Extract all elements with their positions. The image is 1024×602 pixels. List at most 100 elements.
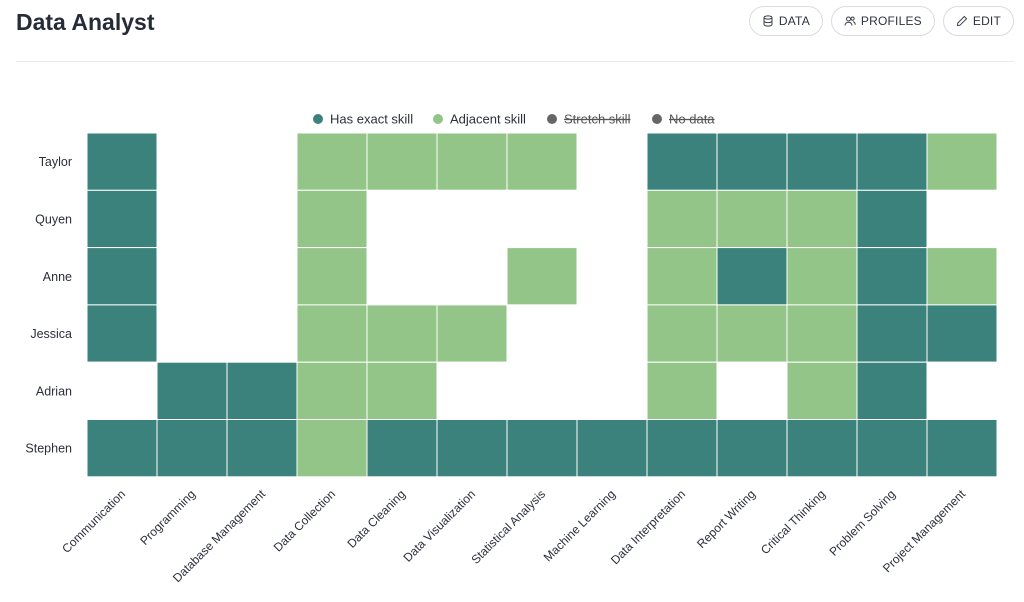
- heatmap-cell-stephen-8[interactable]: [646, 419, 718, 478]
- heatmap-cell-anne-3[interactable]: [296, 247, 368, 306]
- legend-marker-nodata: [652, 114, 662, 124]
- heatmap-cell-stephen-5[interactable]: [436, 419, 508, 478]
- heatmap-cell-adrian-10[interactable]: [786, 361, 858, 421]
- heatmap-cell-jessica-7[interactable]: [576, 304, 648, 363]
- heatmap-cell-stephen-4[interactable]: [366, 419, 438, 478]
- heatmap-cell-anne-10[interactable]: [786, 247, 858, 306]
- heatmap-cell-jessica-2[interactable]: [226, 304, 298, 363]
- heatmap-cell-stephen-10[interactable]: [786, 419, 858, 478]
- heatmap-cell-taylor-2[interactable]: [226, 132, 298, 191]
- heatmap-cell-adrian-5[interactable]: [436, 361, 508, 421]
- legend-marker-adjacent: [433, 114, 443, 124]
- heatmap-cell-jessica-1[interactable]: [156, 304, 228, 363]
- column-label: Critical Thinking: [758, 487, 828, 557]
- heatmap-cell-stephen-12[interactable]: [926, 419, 998, 478]
- heatmap-cell-stephen-11[interactable]: [856, 419, 928, 478]
- heatmap-cell-taylor-8[interactable]: [646, 132, 718, 191]
- heatmap-cell-quyen-4[interactable]: [366, 189, 438, 249]
- heatmap-cell-taylor-7[interactable]: [576, 132, 648, 191]
- heatmap-cell-quyen-0[interactable]: [86, 189, 158, 249]
- heatmap-cell-anne-5[interactable]: [436, 247, 508, 306]
- heatmap-cell-adrian-2[interactable]: [226, 361, 298, 421]
- legend-label-adjacent: Adjacent skill: [450, 112, 526, 127]
- pencil-icon: [956, 15, 968, 27]
- heatmap-cell-quyen-7[interactable]: [576, 189, 648, 249]
- heatmap-cell-jessica-0[interactable]: [86, 304, 158, 363]
- heatmap-cell-anne-9[interactable]: [716, 247, 788, 306]
- heatmap-cell-anne-8[interactable]: [646, 247, 718, 306]
- heatmap-cell-taylor-9[interactable]: [716, 132, 788, 191]
- heatmap-cell-jessica-12[interactable]: [926, 304, 998, 363]
- heatmap-cell-taylor-4[interactable]: [366, 132, 438, 191]
- heatmap-cell-adrian-1[interactable]: [156, 361, 228, 421]
- heatmap-cell-taylor-10[interactable]: [786, 132, 858, 191]
- heatmap-cell-quyen-8[interactable]: [646, 189, 718, 249]
- heatmap-cell-adrian-12[interactable]: [926, 361, 998, 421]
- heatmap-cell-stephen-2[interactable]: [226, 419, 298, 478]
- users-icon: [844, 16, 856, 26]
- column-label: Data Collection: [271, 487, 338, 554]
- heatmap-cell-adrian-8[interactable]: [646, 361, 718, 421]
- heatmap-cell-stephen-0[interactable]: [86, 419, 158, 478]
- heatmap-cell-anne-6[interactable]: [506, 247, 578, 306]
- heatmap-cell-quyen-2[interactable]: [226, 189, 298, 249]
- heatmap-cell-taylor-6[interactable]: [506, 132, 578, 191]
- legend-item-nodata[interactable]: No data: [652, 112, 715, 127]
- column-label: Problem Solving: [826, 487, 898, 559]
- heatmap-cell-anne-7[interactable]: [576, 247, 648, 306]
- heatmap-cell-stephen-6[interactable]: [506, 419, 578, 478]
- heatmap-cell-anne-2[interactable]: [226, 247, 298, 306]
- heatmap-cell-stephen-3[interactable]: [296, 419, 368, 478]
- heatmap-cells: [86, 132, 998, 478]
- heatmap-cell-quyen-11[interactable]: [856, 189, 928, 249]
- heatmap-cell-taylor-11[interactable]: [856, 132, 928, 191]
- heatmap-cell-adrian-11[interactable]: [856, 361, 928, 421]
- heatmap-cell-quyen-1[interactable]: [156, 189, 228, 249]
- heatmap-cell-jessica-10[interactable]: [786, 304, 858, 363]
- heatmap-cell-anne-1[interactable]: [156, 247, 228, 306]
- heatmap-cell-adrian-9[interactable]: [716, 361, 788, 421]
- heatmap-cell-jessica-3[interactable]: [296, 304, 368, 363]
- heatmap-cell-anne-12[interactable]: [926, 247, 998, 306]
- heatmap-cell-quyen-10[interactable]: [786, 189, 858, 249]
- heatmap-cell-quyen-9[interactable]: [716, 189, 788, 249]
- heatmap-cell-quyen-3[interactable]: [296, 189, 368, 249]
- heatmap-cell-anne-11[interactable]: [856, 247, 928, 306]
- heatmap-cell-stephen-9[interactable]: [716, 419, 788, 478]
- row-label: Jessica: [30, 327, 72, 341]
- heatmap-cell-taylor-1[interactable]: [156, 132, 228, 191]
- heatmap-cell-jessica-4[interactable]: [366, 304, 438, 363]
- legend-item-adjacent[interactable]: Adjacent skill: [433, 112, 526, 127]
- heatmap-cell-quyen-5[interactable]: [436, 189, 508, 249]
- heatmap-cell-taylor-0[interactable]: [86, 132, 158, 191]
- heatmap-cell-jessica-5[interactable]: [436, 304, 508, 363]
- heatmap-cell-taylor-5[interactable]: [436, 132, 508, 191]
- heatmap-cell-stephen-7[interactable]: [576, 419, 648, 478]
- heatmap-cell-jessica-11[interactable]: [856, 304, 928, 363]
- heatmap-cell-anne-4[interactable]: [366, 247, 438, 306]
- data-button[interactable]: DATA: [748, 6, 823, 36]
- heatmap-cell-adrian-4[interactable]: [366, 361, 438, 421]
- page-title: Data Analyst: [16, 9, 155, 35]
- heatmap-cell-adrian-6[interactable]: [506, 361, 578, 421]
- legend-item-exact[interactable]: Has exact skill: [313, 112, 413, 127]
- heatmap-cell-adrian-0[interactable]: [86, 361, 158, 421]
- heatmap-cell-adrian-3[interactable]: [296, 361, 368, 421]
- row-label: Stephen: [25, 442, 72, 456]
- heatmap-cell-jessica-6[interactable]: [506, 304, 578, 363]
- heatmap-cell-quyen-12[interactable]: [926, 189, 998, 249]
- profiles-button[interactable]: PROFILES: [830, 6, 935, 36]
- column-label: Programming: [137, 487, 198, 548]
- heatmap-cell-taylor-12[interactable]: [926, 132, 998, 191]
- heatmap-cell-stephen-1[interactable]: [156, 419, 228, 478]
- heatmap-cell-anne-0[interactable]: [86, 247, 158, 306]
- heatmap-cell-quyen-6[interactable]: [506, 189, 578, 249]
- heatmap-cell-jessica-8[interactable]: [646, 304, 718, 363]
- legend-item-stretch[interactable]: Stretch skill: [547, 112, 631, 127]
- heatmap-cell-jessica-9[interactable]: [716, 304, 788, 363]
- heatmap-cell-adrian-7[interactable]: [576, 361, 648, 421]
- legend-label-exact: Has exact skill: [330, 112, 413, 127]
- row-label: Taylor: [39, 155, 72, 169]
- heatmap-cell-taylor-3[interactable]: [296, 132, 368, 191]
- edit-button[interactable]: EDIT: [942, 6, 1014, 36]
